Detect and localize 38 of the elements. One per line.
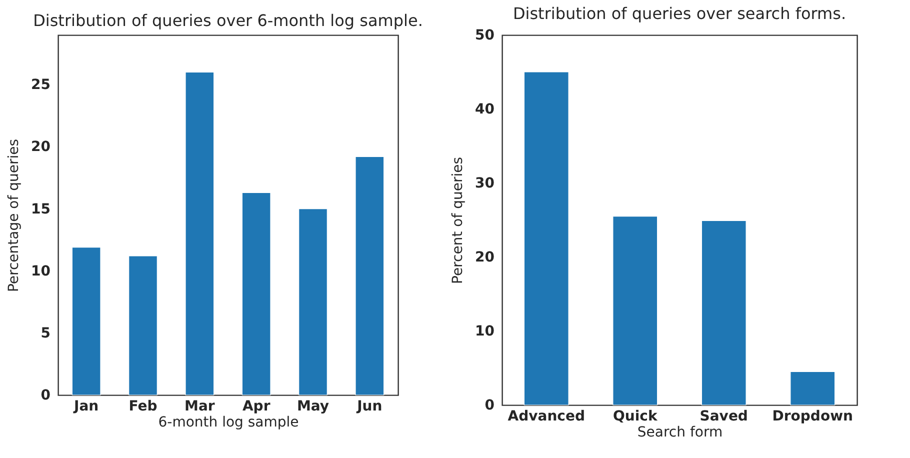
bar xyxy=(185,72,214,396)
y-tick-label: 10 xyxy=(31,263,51,280)
bar xyxy=(612,216,658,406)
y-tick-label: 0 xyxy=(484,398,495,414)
x-tick-label: Jun xyxy=(356,398,382,414)
x-tick-label: Dropdown xyxy=(772,408,853,424)
y-tick-label: 20 xyxy=(31,139,51,156)
x-tick-label: Feb xyxy=(128,398,158,414)
x-tick-label: May xyxy=(296,398,330,414)
y-tick-label: 10 xyxy=(475,324,495,340)
bar xyxy=(242,192,271,396)
x-tick-label: Apr xyxy=(242,398,270,414)
x-tick-label: Saved xyxy=(700,408,748,424)
bar xyxy=(355,156,384,396)
x-tick-label: Mar xyxy=(184,398,215,414)
y-tick-label: 0 xyxy=(40,388,51,404)
y-tick-label: 30 xyxy=(475,176,495,192)
bar xyxy=(701,220,746,406)
y-tick-label: 40 xyxy=(475,102,495,118)
y-axis-title: Percent of queries xyxy=(450,157,466,284)
y-tick-label: 5 xyxy=(40,325,50,342)
bar xyxy=(72,246,101,396)
x-tick-label: Jan xyxy=(73,398,99,414)
x-axis-title: 6-month log sample xyxy=(158,414,299,430)
bar xyxy=(524,72,569,406)
y-tick-label: 50 xyxy=(475,28,495,44)
x-tick-label: Advanced xyxy=(508,408,585,424)
bar xyxy=(128,256,158,396)
bar xyxy=(298,208,328,396)
x-axis-title: Search form xyxy=(637,424,723,440)
y-tick-label: 20 xyxy=(475,250,495,266)
y-tick-label: 15 xyxy=(31,201,50,218)
chart-title: Distribution of queries over search forms. xyxy=(512,4,846,23)
x-tick-label: Quick xyxy=(612,408,658,424)
chart-title: Distribution of queries over 6-month log sample. xyxy=(33,11,423,30)
bar xyxy=(790,371,836,406)
y-axis-title: Percentage of queries xyxy=(6,138,22,292)
y-tick-label: 25 xyxy=(31,77,50,94)
